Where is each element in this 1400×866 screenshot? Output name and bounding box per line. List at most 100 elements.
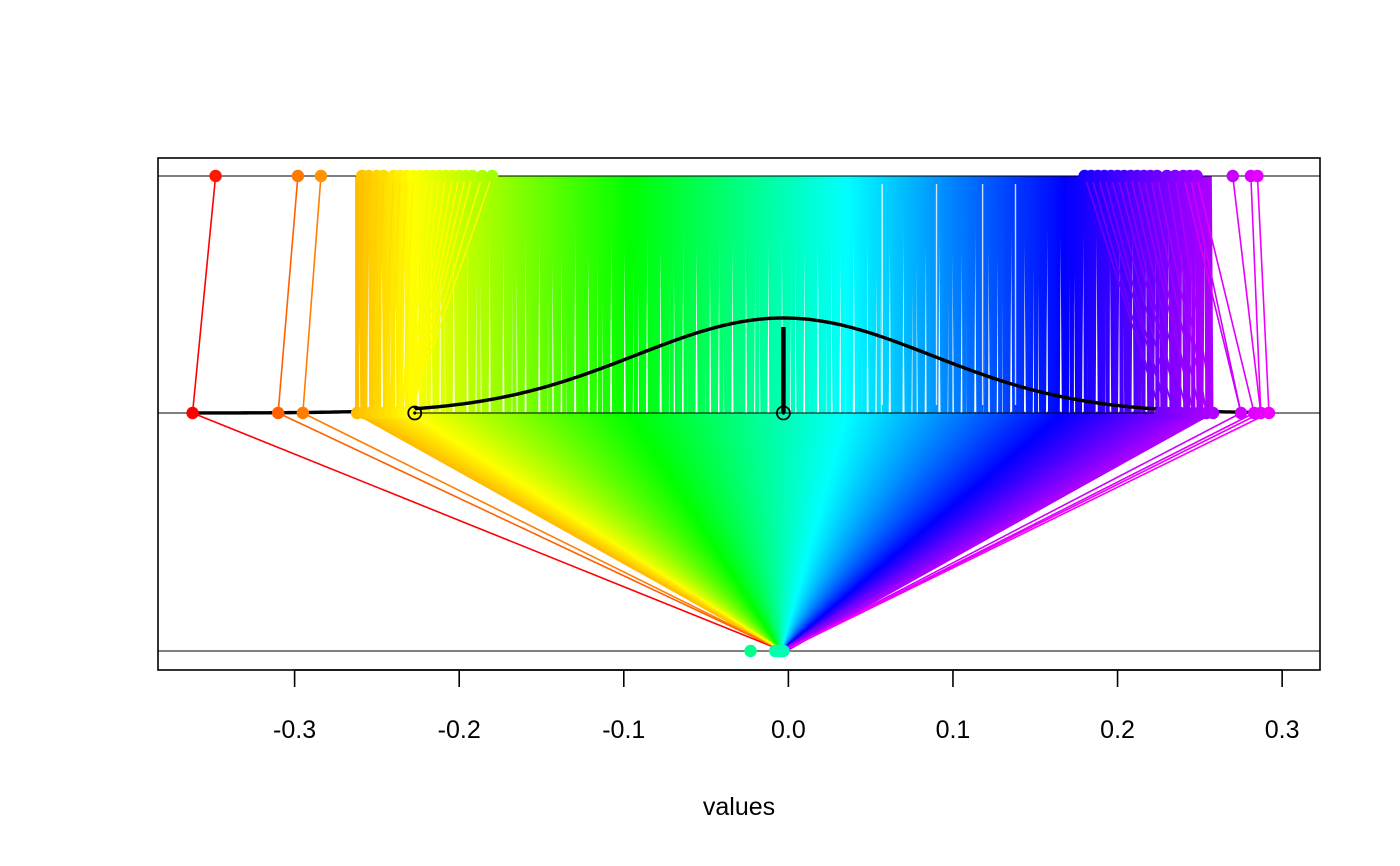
band-line — [1163, 175, 1170, 414]
top-point — [377, 169, 390, 183]
band-line — [652, 175, 658, 414]
band-line — [749, 175, 757, 414]
band-line — [970, 175, 976, 414]
connector-line — [409, 175, 484, 414]
band-line — [884, 175, 891, 414]
band-line — [902, 175, 909, 414]
connector-line — [356, 175, 363, 414]
band-line — [894, 175, 901, 414]
top-point — [1226, 169, 1239, 183]
middle-point — [296, 406, 310, 420]
band-line — [1077, 175, 1084, 414]
band-line — [817, 175, 824, 414]
band-line — [822, 175, 829, 414]
band-line — [1028, 175, 1035, 414]
band-line — [974, 175, 981, 414]
middle-point — [186, 406, 199, 420]
band-line — [482, 175, 488, 414]
top-point — [314, 169, 328, 183]
x-tick-label: -0.3 — [273, 716, 316, 744]
x-tick-label: -0.2 — [438, 716, 481, 744]
band-line — [619, 175, 625, 414]
fan-lines — [356, 411, 1211, 653]
band-line — [943, 175, 950, 414]
band-line — [732, 175, 738, 414]
connector-line — [1143, 175, 1195, 414]
band-line — [1113, 175, 1121, 414]
outlier-connectors — [191, 175, 1270, 652]
band-line — [583, 175, 589, 414]
connector-line — [402, 175, 414, 414]
band-line — [1177, 175, 1183, 414]
connector-line — [409, 175, 460, 414]
band-line — [907, 175, 914, 414]
middle-point — [271, 406, 285, 420]
band-line — [696, 175, 702, 414]
band-line — [1141, 175, 1147, 414]
band-line — [1199, 175, 1206, 414]
connector-line — [1189, 175, 1242, 414]
band-line — [705, 175, 711, 414]
top-point — [466, 169, 479, 183]
band-line — [992, 175, 999, 414]
connector-line — [783, 412, 1242, 652]
connector-line — [409, 175, 428, 414]
band-line — [961, 175, 967, 414]
connector-line — [395, 175, 408, 414]
band-line — [785, 175, 793, 414]
connector-line — [1129, 175, 1188, 414]
band-line — [1019, 175, 1025, 414]
x-tick-label: -0.1 — [602, 716, 645, 744]
band-line — [534, 175, 540, 414]
connector-line — [362, 175, 370, 414]
connector-line — [302, 412, 784, 652]
bottom-point — [777, 644, 790, 658]
band-line — [605, 175, 612, 414]
connector-line — [1156, 175, 1208, 414]
band-line — [700, 175, 707, 414]
band-line — [623, 175, 630, 414]
connector-line — [409, 175, 493, 414]
connector-line — [409, 175, 434, 414]
connector-line — [192, 412, 784, 652]
band-line — [809, 175, 816, 414]
middle-point — [1234, 406, 1248, 420]
band-line — [1100, 175, 1107, 414]
connector-line — [409, 175, 474, 414]
band-line — [569, 175, 576, 414]
band-line — [484, 175, 491, 414]
band-line — [567, 175, 573, 414]
open-marker-center — [413, 411, 417, 415]
band-line — [858, 175, 865, 414]
band-line — [812, 175, 819, 414]
top-point — [1190, 169, 1203, 183]
connector-line — [1231, 175, 1262, 414]
top-point — [209, 169, 222, 183]
band-line — [574, 175, 581, 414]
open-marker-center — [781, 411, 786, 415]
x-tick-label: 0.2 — [1100, 716, 1135, 744]
band-line — [1105, 175, 1111, 414]
band-line — [741, 175, 747, 414]
top-point — [1150, 169, 1164, 183]
band-line — [1091, 175, 1098, 414]
middle-point — [1262, 406, 1276, 420]
band-line — [930, 175, 937, 414]
band-line — [592, 175, 599, 414]
band-line — [1039, 175, 1045, 414]
band-line — [763, 175, 770, 414]
connector-line — [277, 175, 299, 414]
band-line — [871, 175, 878, 414]
connector-line — [369, 175, 378, 414]
connector-line — [409, 412, 784, 652]
connector-line — [1174, 175, 1214, 414]
band-line — [494, 175, 501, 414]
middle-point — [1206, 406, 1220, 420]
x-tick-label: 0.0 — [771, 716, 806, 744]
connector-line — [1116, 175, 1181, 414]
band-line — [956, 175, 963, 414]
band-line — [862, 175, 868, 414]
connector-line — [1250, 175, 1262, 414]
middle-point — [403, 406, 417, 420]
band-line — [1127, 175, 1134, 414]
